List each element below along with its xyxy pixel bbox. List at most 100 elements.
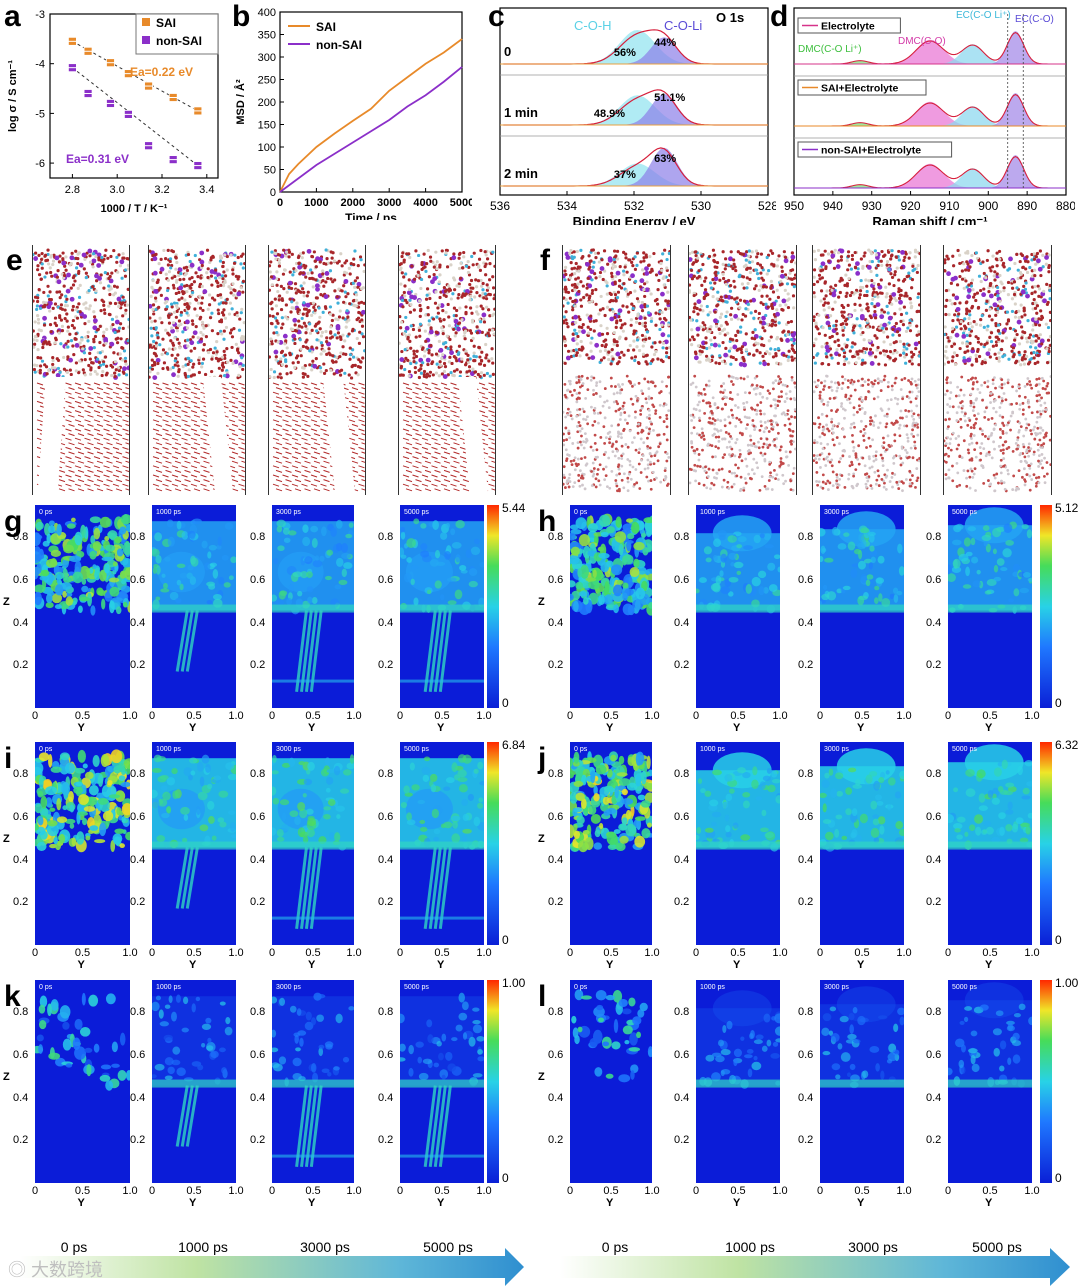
- chart-b-ytick-label: 150: [258, 120, 276, 132]
- heatmap-z-tick-label: 0.4: [130, 1091, 146, 1104]
- chart-d-peak-fill: [794, 93, 1066, 126]
- heatmap-x-tick-label: 0: [692, 947, 700, 959]
- heatmap-colorbar-min: 0: [1055, 1171, 1062, 1185]
- md-snapshot-frame: [943, 245, 1052, 495]
- chart-c-peak-coh: [503, 163, 768, 186]
- timeline-left-3000: 3000 ps: [300, 1239, 350, 1255]
- heatmap-x-tick-label: 0: [31, 947, 39, 959]
- md-snapshot-atoms: [269, 248, 365, 495]
- heatmap-y-axis-label: Y: [857, 722, 865, 734]
- heatmap-x-tick-label: 0: [692, 1185, 700, 1197]
- chart-c-xtick-label: 532: [624, 199, 644, 213]
- heatmap-z-tick-label: 0.2: [13, 896, 29, 909]
- heatmap-frame-3: [400, 505, 484, 708]
- heatmap-z-tick-label: 0.2: [378, 1134, 394, 1147]
- chart-d-legend-label: non-SAI+Electrolyte: [821, 145, 921, 157]
- heatmap-colorbar-min: 0: [502, 1171, 509, 1185]
- heatmap-x-tick-label: 0.5: [603, 710, 619, 722]
- md-snapshot-atoms: [689, 248, 796, 493]
- chart-a-legend-label: non-SAI: [156, 34, 202, 48]
- heatmap-y-axis-label: Y: [606, 1197, 614, 1209]
- heatmap-x-tick-label: 0: [816, 1185, 824, 1197]
- heatmap-colorbar-fill: [487, 980, 499, 1183]
- chart-c-xtick-label: 534: [557, 199, 577, 213]
- heatmap-z-tick-label: 0.4: [13, 616, 29, 629]
- md-snapshot-frame: [398, 245, 496, 495]
- chart-b-frame: [279, 11, 463, 193]
- heatmap-colorbar: [1040, 505, 1052, 708]
- heatmap-z-tick-label: 0.6: [798, 810, 814, 823]
- md-snapshot-atoms: [399, 248, 495, 495]
- heatmap-z-tick-label: 0.2: [674, 896, 690, 909]
- heatmap-x-tick-label: 1.0: [772, 1185, 788, 1197]
- heatmap-y-axis-label: Y: [733, 722, 741, 734]
- chart-b-ytick-label: 50: [264, 165, 276, 177]
- heatmap-colorbar-max: 6.32: [1055, 738, 1079, 752]
- chart-a-xtick-label: 3.0: [110, 184, 125, 196]
- heatmap-x-tick-label: 0.5: [730, 1185, 746, 1197]
- heatmap-x-tick-label: 1.0: [896, 1185, 912, 1197]
- heatmap-time-label: 3000 ps: [824, 509, 849, 516]
- chart-a-xtick-label: 2.8: [65, 184, 80, 196]
- chart-b-legend-label: SAI: [316, 20, 336, 34]
- panel-label-g: g: [4, 505, 23, 538]
- heatmap-z-tick-label: 0.4: [674, 1091, 690, 1104]
- heatmap-x-tick-label: 1.0: [228, 1185, 244, 1197]
- heatmap-z-tick-label: 0.2: [13, 1134, 29, 1147]
- heatmap-time-label: 0 ps: [39, 984, 53, 991]
- heatmap-y-axis-label: Y: [606, 722, 614, 734]
- heatmap-time-label: 5000 ps: [952, 509, 977, 516]
- heatmap-colorbar-min: 0: [502, 933, 509, 947]
- heatmap-z-axis-label: Z: [538, 1071, 545, 1084]
- heatmap-x-tick-label: 0: [944, 947, 952, 959]
- heatmap-z-tick-label: 0.6: [548, 1048, 564, 1061]
- heatmap-x-tick-label: 0: [396, 1185, 404, 1197]
- heatmap-y-axis-label: Y: [857, 959, 865, 971]
- md-snapshot-atoms: [813, 248, 920, 493]
- heatmap-z-tick-label: 0.6: [13, 573, 29, 586]
- heatmap-x-tick-label: 1.0: [346, 947, 362, 959]
- chart-d-legend-box: [797, 17, 901, 34]
- heatmap-z-tick-label: 0.6: [378, 1048, 394, 1061]
- heatmap-z-tick-label: 0.8: [250, 531, 266, 544]
- heatmap-z-tick-label: 0.8: [548, 768, 564, 781]
- chart-c-xtick-label: 536: [490, 199, 510, 213]
- heatmap-x-tick-label: 1.0: [772, 710, 788, 722]
- heatmap-time-label: 3000 ps: [824, 746, 849, 753]
- heatmap-z-tick-label: 0.8: [13, 768, 29, 781]
- chart-c-pct-coli: 51.1%: [654, 92, 685, 104]
- heatmap-z-tick-label: 0.6: [548, 573, 564, 586]
- chart-c-title: O 1s: [716, 10, 744, 25]
- heatmap-z-tick-label: 0.8: [378, 1006, 394, 1019]
- chart-a-annotation-nonsai: Ea=0.31 eV: [66, 152, 129, 166]
- heatmap-frame-1: [696, 980, 780, 1183]
- heatmap-time-label: 1000 ps: [156, 984, 181, 991]
- heatmap-y-axis-label: Y: [308, 722, 316, 734]
- heatmap-time-label: 3000 ps: [276, 984, 301, 991]
- heatmap-frame-0: [570, 505, 652, 708]
- chart-c-peak-coh: [503, 29, 768, 64]
- heatmap-time-label: 3000 ps: [276, 746, 301, 753]
- heatmap-colorbar-fill: [1040, 505, 1052, 708]
- heatmap-x-tick-label: 1.0: [476, 710, 492, 722]
- chart-b-legend-label: non-SAI: [316, 38, 362, 52]
- heatmap-x-tick-label: 0.5: [854, 1185, 870, 1197]
- panel-label-e: e: [6, 244, 23, 277]
- md-snapshot-frame: [32, 245, 130, 495]
- heatmap-frame-2: [820, 980, 904, 1183]
- heatmap-x-tick-label: 1.0: [122, 710, 138, 722]
- heatmap-colorbar-max: 1.00: [1055, 976, 1079, 990]
- chart-d-xtick-label: 930: [862, 199, 882, 213]
- chart-c-pct-coli: 63%: [654, 153, 676, 165]
- heatmap-z-tick-label: 0.4: [674, 853, 690, 866]
- chart-b-xtick-label: 1000: [304, 197, 328, 209]
- heatmap-z-tick-label: 0.2: [548, 659, 564, 672]
- panel-label-k: k: [4, 980, 21, 1013]
- heatmap-x-tick-label: 0.5: [74, 1185, 91, 1197]
- chart-d-peak-label: EC(C-O Li⁺): [956, 10, 1011, 21]
- heatmap-frame-3: [400, 742, 484, 945]
- heatmap-x-tick-label: 1.0: [644, 710, 660, 722]
- md-snapshot-atoms: [149, 248, 245, 495]
- heatmap-z-tick-label: 0.6: [378, 573, 394, 586]
- heatmap-y-axis-label: Y: [985, 722, 993, 734]
